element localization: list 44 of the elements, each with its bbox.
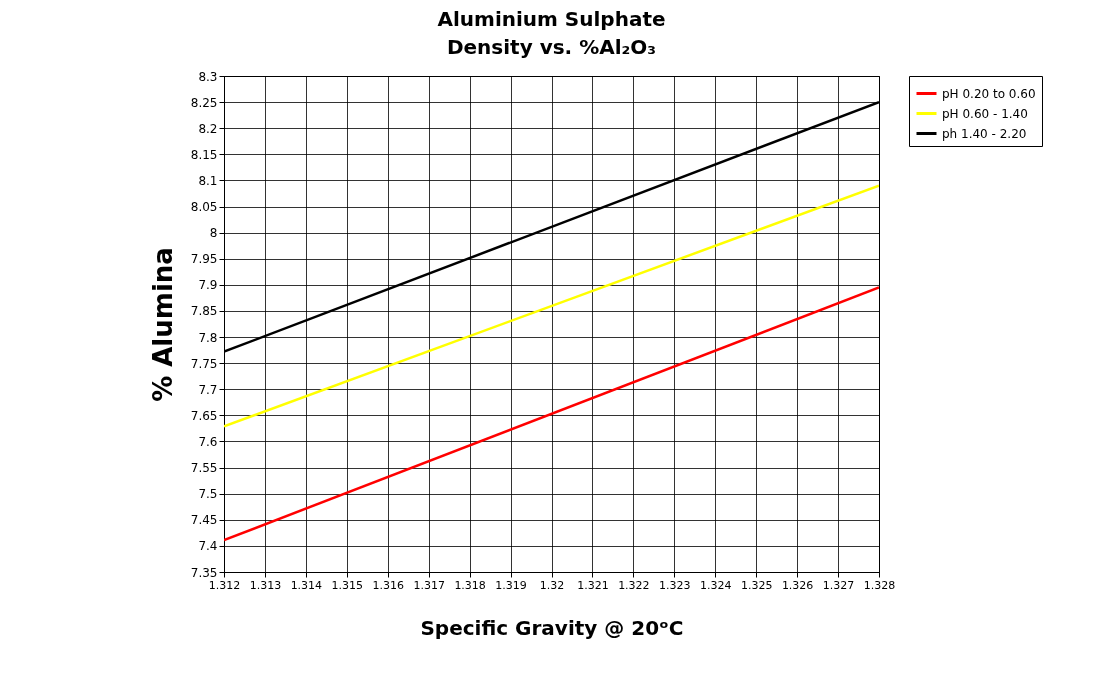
- y-tick-label: 8.2: [198, 121, 218, 136]
- y-tick-label: 8: [209, 226, 218, 241]
- y-tick-label: 7.55: [190, 461, 218, 476]
- y-tick-label: 8.25: [190, 95, 218, 110]
- x-tick-label: 1.313: [249, 578, 282, 592]
- x-axis-title: Specific Gravity @ 20ᵒC: [420, 615, 684, 640]
- y-tick-label: 8.15: [190, 147, 218, 162]
- x-tick-label: 1.316: [372, 578, 404, 592]
- x-tick-label: 1.315: [331, 578, 364, 592]
- legend-label: pH 0.60 - 1.40: [942, 106, 1028, 121]
- x-tick-label: 1.32: [539, 578, 565, 592]
- y-axis-title: % Alumina: [147, 247, 178, 402]
- y-tick-label: 7.5: [198, 487, 218, 502]
- y-tick-label: 7.75: [190, 356, 218, 371]
- x-tick-label: 1.326: [781, 578, 814, 592]
- y-tick-label: 7.65: [190, 408, 218, 423]
- y-tick-label: 7.8: [198, 330, 218, 345]
- x-tick-label: 1.321: [577, 578, 609, 592]
- x-tick-label: 1.327: [822, 578, 855, 592]
- y-tick-label: 7.85: [190, 304, 218, 319]
- chart-subtitle: Density vs. %Al₂O₃: [446, 35, 657, 59]
- legend-label: pH 0.20 to 0.60: [942, 86, 1036, 101]
- x-tick-label: 1.312: [208, 578, 241, 592]
- y-tick-label: 8.1: [198, 173, 218, 188]
- x-tick-label: 1.328: [863, 578, 896, 592]
- x-tick-label: 1.319: [495, 578, 527, 592]
- y-tick-label: 7.7: [198, 382, 218, 397]
- x-tick-label: 1.322: [618, 578, 650, 592]
- legend-label: ph 1.40 - 2.20: [942, 126, 1027, 141]
- x-tick-label: 1.324: [700, 578, 732, 592]
- x-tick-label: 1.314: [290, 578, 323, 592]
- y-tick-label: 7.6: [198, 434, 218, 449]
- y-tick-label: 7.9: [198, 278, 218, 293]
- y-tick-label: 7.35: [190, 565, 218, 580]
- y-tick-label: 7.95: [190, 252, 218, 267]
- y-tick-label: 7.4: [198, 539, 218, 554]
- y-tick-label: 7.45: [190, 513, 218, 528]
- x-tick-label: 1.323: [659, 578, 691, 592]
- x-tick-label: 1.325: [740, 578, 773, 592]
- y-tick-label: 8.3: [198, 69, 218, 84]
- chart-title: Aluminium Sulphate: [437, 7, 666, 31]
- y-tick-label: 8.05: [190, 200, 218, 215]
- x-tick-label: 1.318: [454, 578, 486, 592]
- x-tick-label: 1.317: [413, 578, 445, 592]
